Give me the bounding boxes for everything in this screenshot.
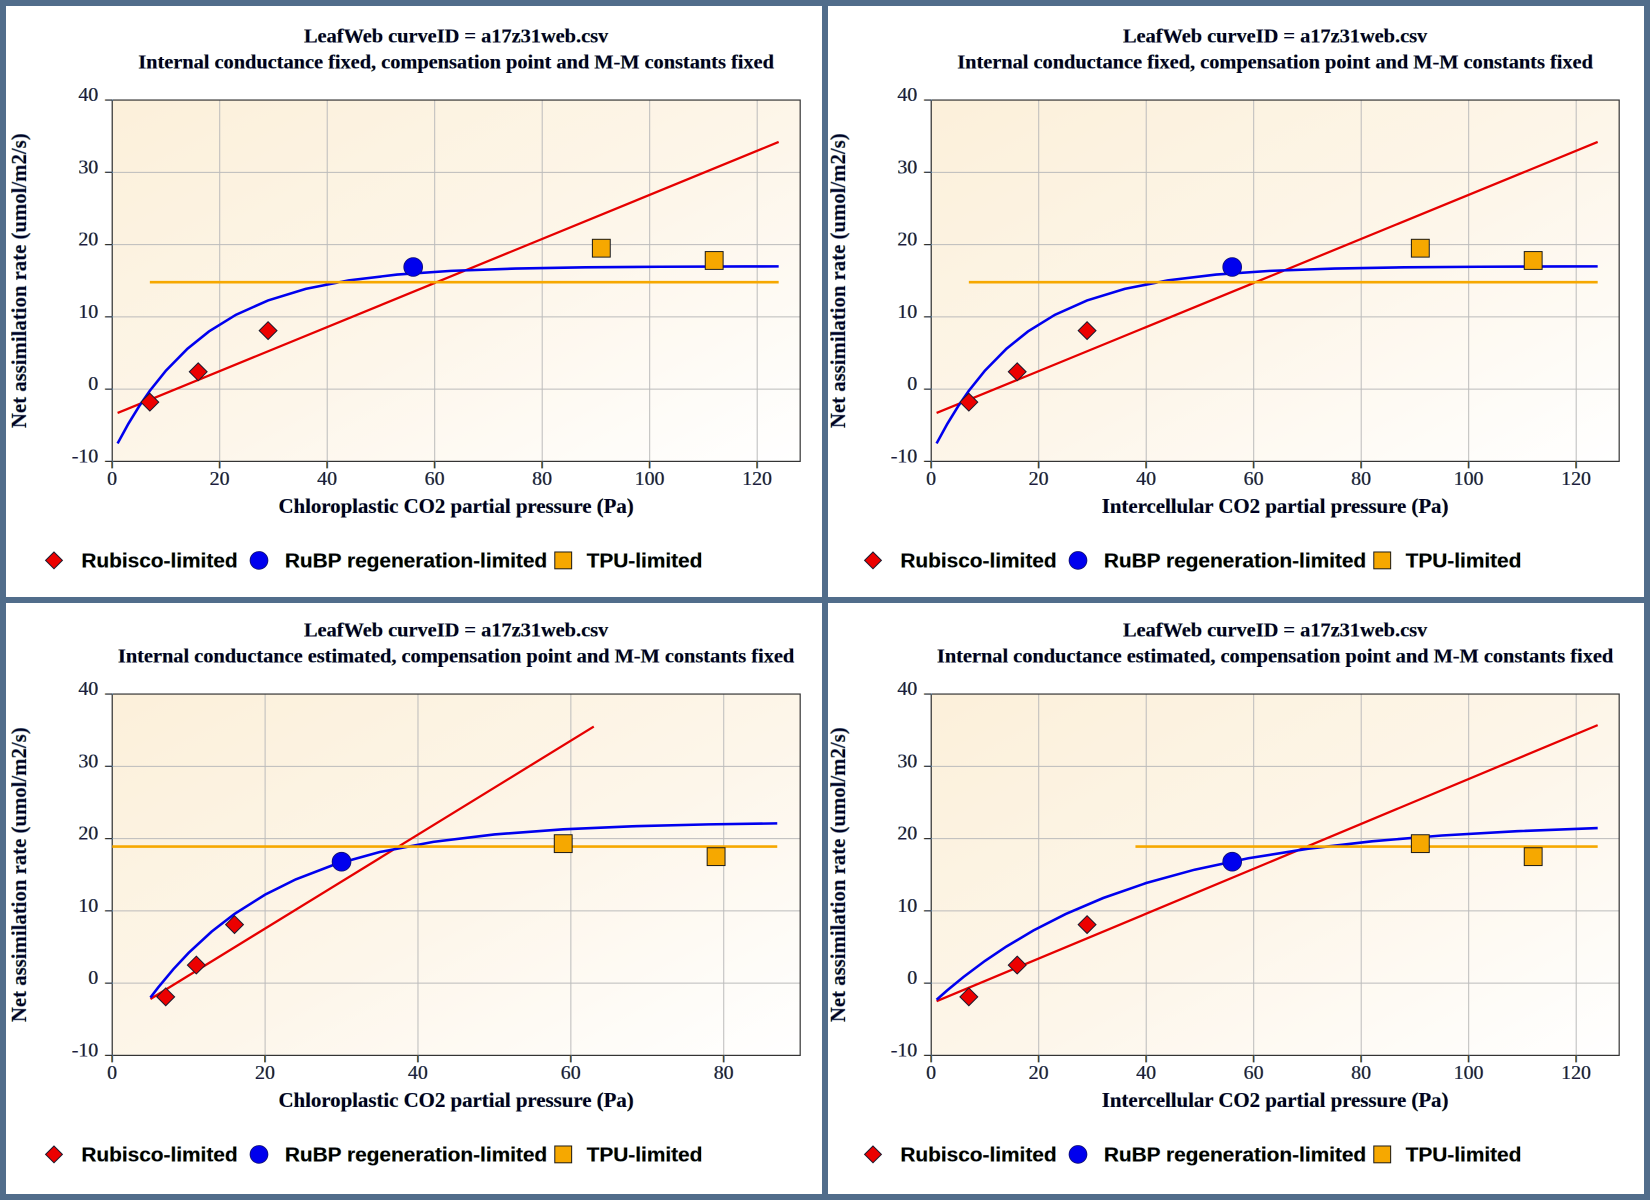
svg-text:RuBP regeneration-limited: RuBP regeneration-limited — [1104, 549, 1366, 572]
svg-text:TPU-limited: TPU-limited — [1406, 1143, 1522, 1166]
svg-text:0: 0 — [907, 373, 917, 395]
svg-text:80: 80 — [714, 1062, 734, 1084]
svg-text:60: 60 — [1244, 468, 1264, 490]
svg-text:-10: -10 — [72, 445, 99, 467]
svg-text:40: 40 — [78, 678, 98, 700]
svg-text:20: 20 — [1029, 468, 1049, 490]
svg-text:RuBP regeneration-limited: RuBP regeneration-limited — [285, 1143, 547, 1166]
svg-text:20: 20 — [78, 229, 98, 251]
svg-text:-10: -10 — [891, 1039, 918, 1061]
svg-text:TPU-limited: TPU-limited — [1406, 549, 1522, 572]
svg-text:10: 10 — [897, 895, 917, 917]
svg-text:RuBP regeneration-limited: RuBP regeneration-limited — [285, 549, 547, 572]
svg-text:30: 30 — [897, 156, 917, 178]
svg-text:30: 30 — [78, 750, 98, 772]
svg-text:20: 20 — [1029, 1062, 1049, 1084]
svg-text:10: 10 — [78, 301, 98, 323]
svg-text:20: 20 — [897, 823, 917, 845]
svg-text:20: 20 — [897, 229, 917, 251]
svg-text:40: 40 — [317, 468, 337, 490]
svg-text:0: 0 — [907, 967, 917, 989]
svg-text:Rubisco-limited: Rubisco-limited — [81, 1143, 237, 1166]
svg-text:Intercellular CO2 partial pres: Intercellular CO2 partial pressure (Pa) — [1102, 494, 1449, 518]
svg-text:TPU-limited: TPU-limited — [587, 549, 703, 572]
svg-text:0: 0 — [926, 468, 936, 490]
svg-text:10: 10 — [78, 895, 98, 917]
svg-text:LeafWeb curveID = a17z31web.cs: LeafWeb curveID = a17z31web.csv — [1123, 26, 1428, 48]
svg-text:100: 100 — [1454, 468, 1484, 490]
svg-text:40: 40 — [897, 678, 917, 700]
svg-text:0: 0 — [926, 1062, 936, 1084]
svg-text:-10: -10 — [72, 1039, 99, 1061]
svg-text:120: 120 — [1561, 1062, 1591, 1084]
svg-text:60: 60 — [1244, 1062, 1264, 1084]
svg-text:40: 40 — [78, 84, 98, 106]
svg-text:Internal conductance fixed, co: Internal conductance fixed, compensation… — [138, 51, 774, 73]
svg-text:Net assimilation rate (umol/m2: Net assimilation rate (umol/m2/s) — [826, 727, 850, 1022]
svg-text:40: 40 — [897, 84, 917, 106]
svg-text:Rubisco-limited: Rubisco-limited — [900, 1143, 1056, 1166]
svg-text:0: 0 — [107, 468, 117, 490]
svg-text:Chloroplastic CO2 partial pres: Chloroplastic CO2 partial pressure (Pa) — [279, 494, 634, 518]
svg-text:20: 20 — [255, 1062, 275, 1084]
svg-text:0: 0 — [107, 1062, 117, 1084]
svg-text:Rubisco-limited: Rubisco-limited — [900, 549, 1056, 572]
svg-text:TPU-limited: TPU-limited — [587, 1143, 703, 1166]
svg-text:Internal conductance estimated: Internal conductance estimated, compensa… — [937, 645, 1614, 667]
svg-text:120: 120 — [1561, 468, 1591, 490]
svg-text:Intercellular CO2 partial pres: Intercellular CO2 partial pressure (Pa) — [1102, 1088, 1449, 1112]
svg-text:80: 80 — [1351, 468, 1371, 490]
svg-text:40: 40 — [408, 1062, 428, 1084]
svg-text:40: 40 — [1136, 1062, 1156, 1084]
svg-text:LeafWeb curveID = a17z31web.cs: LeafWeb curveID = a17z31web.csv — [1123, 620, 1428, 642]
svg-text:Net assimilation rate (umol/m2: Net assimilation rate (umol/m2/s) — [7, 727, 31, 1022]
svg-text:30: 30 — [897, 750, 917, 772]
svg-text:Internal conductance fixed, co: Internal conductance fixed, compensation… — [957, 51, 1593, 73]
svg-text:60: 60 — [561, 1062, 581, 1084]
svg-text:120: 120 — [742, 468, 772, 490]
svg-text:0: 0 — [88, 373, 98, 395]
svg-text:40: 40 — [1136, 468, 1156, 490]
svg-text:80: 80 — [532, 468, 552, 490]
svg-text:10: 10 — [897, 301, 917, 323]
svg-text:Chloroplastic CO2 partial pres: Chloroplastic CO2 partial pressure (Pa) — [279, 1088, 634, 1112]
svg-text:Internal conductance estimated: Internal conductance estimated, compensa… — [118, 645, 795, 667]
svg-text:0: 0 — [88, 967, 98, 989]
svg-text:20: 20 — [78, 823, 98, 845]
svg-text:Net assimilation rate (umol/m2: Net assimilation rate (umol/m2/s) — [826, 133, 850, 428]
svg-text:100: 100 — [1454, 1062, 1484, 1084]
svg-text:RuBP regeneration-limited: RuBP regeneration-limited — [1104, 1143, 1366, 1166]
svg-text:30: 30 — [78, 156, 98, 178]
svg-text:60: 60 — [425, 468, 445, 490]
svg-text:80: 80 — [1351, 1062, 1371, 1084]
svg-text:LeafWeb curveID = a17z31web.cs: LeafWeb curveID = a17z31web.csv — [304, 620, 609, 642]
svg-text:Net assimilation rate (umol/m2: Net assimilation rate (umol/m2/s) — [7, 133, 31, 428]
svg-text:Rubisco-limited: Rubisco-limited — [81, 549, 237, 572]
svg-text:100: 100 — [635, 468, 665, 490]
svg-text:LeafWeb curveID = a17z31web.cs: LeafWeb curveID = a17z31web.csv — [304, 26, 609, 48]
svg-text:-10: -10 — [891, 445, 918, 467]
svg-text:20: 20 — [210, 468, 230, 490]
